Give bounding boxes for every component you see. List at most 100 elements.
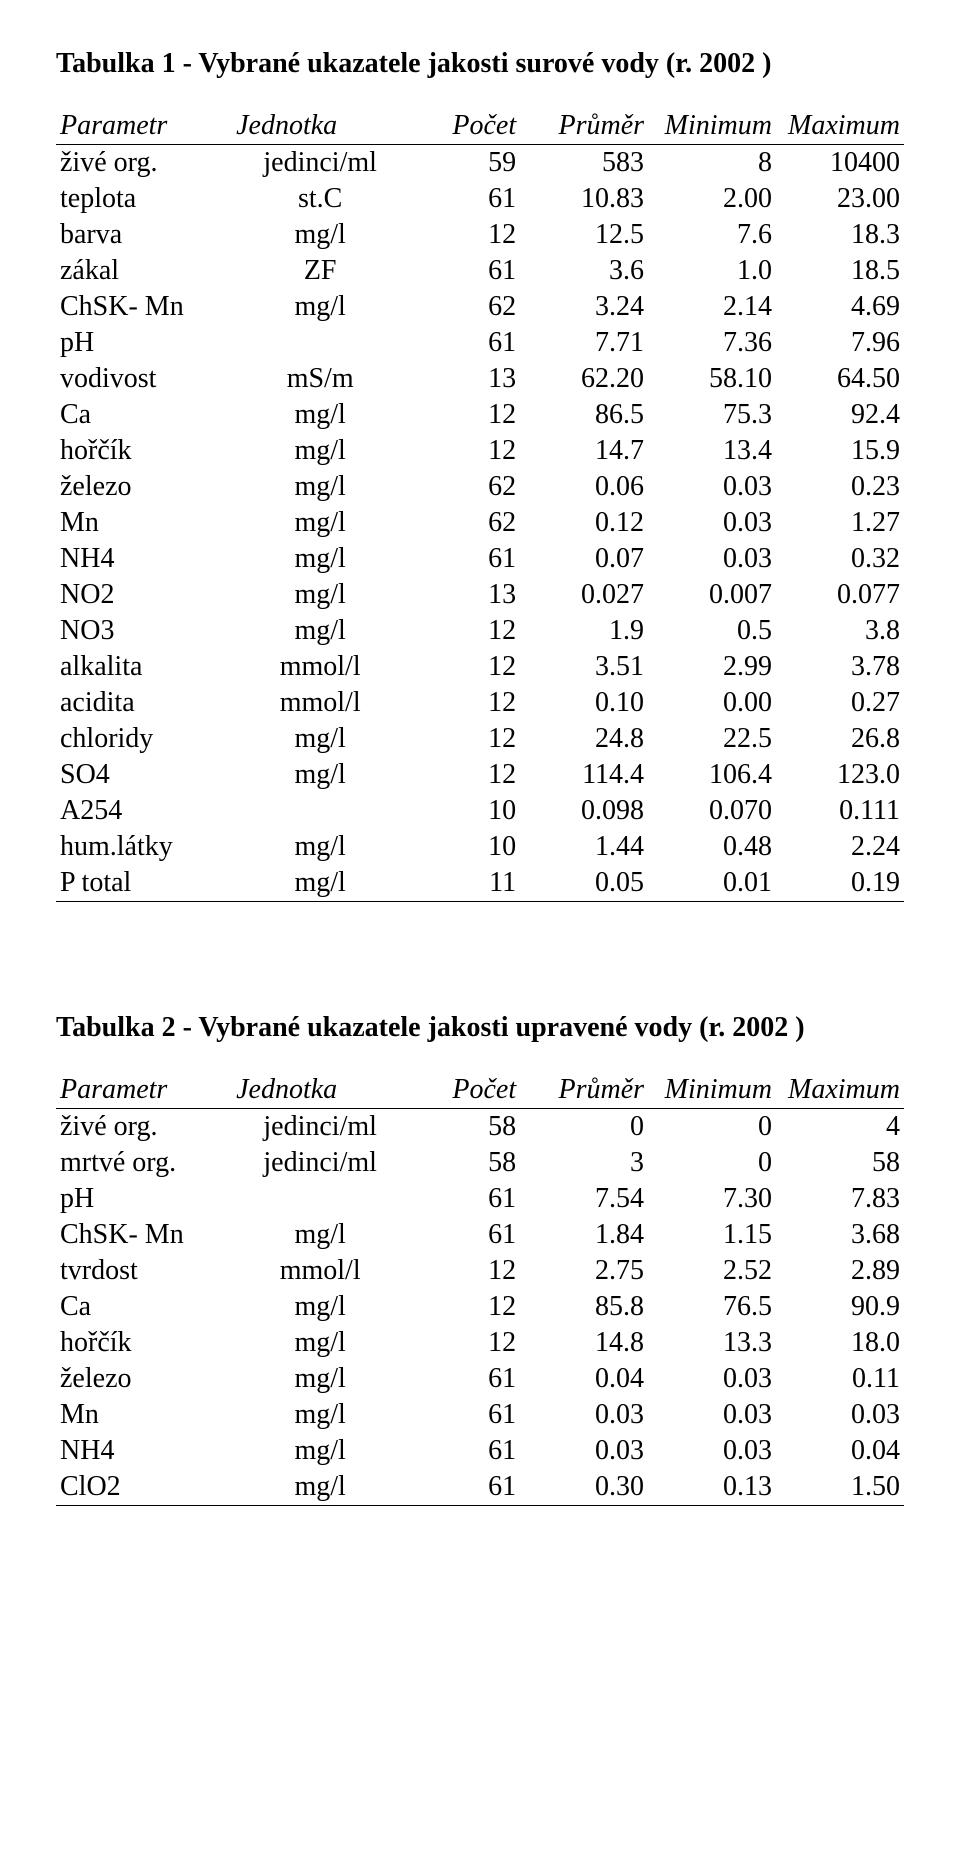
cell-count: 61 [408, 181, 520, 217]
cell-unit: mg/l [232, 829, 408, 865]
cell-mean: 7.71 [520, 325, 648, 361]
table-row: ClO2mg/l610.300.131.50 [56, 1469, 904, 1506]
cell-min: 0.070 [648, 793, 776, 829]
cell-max: 0.19 [776, 865, 904, 902]
cell-unit: mg/l [232, 289, 408, 325]
cell-mean: 0.10 [520, 685, 648, 721]
table1: Parametr Jednotka Počet Průměr Minimum M… [56, 108, 904, 902]
cell-count: 12 [408, 1325, 520, 1361]
cell-mean: 0.04 [520, 1361, 648, 1397]
cell-unit: jedinci/ml [232, 145, 408, 182]
col-pocet: Počet [408, 1072, 520, 1109]
cell-count: 61 [408, 1433, 520, 1469]
cell-unit: mg/l [232, 397, 408, 433]
cell-mean: 0.027 [520, 577, 648, 613]
cell-count: 12 [408, 1289, 520, 1325]
cell-unit [232, 793, 408, 829]
cell-max: 7.83 [776, 1181, 904, 1217]
table1-header-row: Parametr Jednotka Počet Průměr Minimum M… [56, 108, 904, 145]
cell-param: Mn [56, 505, 232, 541]
cell-max: 18.3 [776, 217, 904, 253]
cell-param: železo [56, 469, 232, 505]
cell-min: 13.3 [648, 1325, 776, 1361]
col-parametr: Parametr [56, 108, 232, 145]
cell-mean: 3.24 [520, 289, 648, 325]
cell-param: živé org. [56, 1109, 232, 1146]
cell-unit: mS/m [232, 361, 408, 397]
cell-unit: mg/l [232, 721, 408, 757]
table-row: barvamg/l1212.57.618.3 [56, 217, 904, 253]
cell-unit: mg/l [232, 865, 408, 902]
cell-unit: jedinci/ml [232, 1109, 408, 1146]
cell-min: 8 [648, 145, 776, 182]
cell-count: 59 [408, 145, 520, 182]
cell-min: 0.48 [648, 829, 776, 865]
cell-unit: mg/l [232, 1397, 408, 1433]
table-row: P totalmg/l110.050.010.19 [56, 865, 904, 902]
cell-min: 58.10 [648, 361, 776, 397]
table-row: alkalitammol/l123.512.993.78 [56, 649, 904, 685]
cell-param: NH4 [56, 541, 232, 577]
cell-unit: mmol/l [232, 685, 408, 721]
cell-count: 12 [408, 397, 520, 433]
table-row: NO2mg/l130.0270.0070.077 [56, 577, 904, 613]
cell-unit: mg/l [232, 217, 408, 253]
cell-min: 2.00 [648, 181, 776, 217]
col-minimum: Minimum [648, 1072, 776, 1109]
cell-unit: st.C [232, 181, 408, 217]
cell-max: 0.32 [776, 541, 904, 577]
cell-min: 0.03 [648, 1433, 776, 1469]
cell-param: ChSK- Mn [56, 1217, 232, 1253]
table-row: mrtvé org.jedinci/ml583058 [56, 1145, 904, 1181]
cell-param: hum.látky [56, 829, 232, 865]
cell-param: zákal [56, 253, 232, 289]
cell-mean: 85.8 [520, 1289, 648, 1325]
cell-param: pH [56, 325, 232, 361]
cell-mean: 12.5 [520, 217, 648, 253]
cell-unit [232, 1181, 408, 1217]
cell-unit: ZF [232, 253, 408, 289]
table-row: hořčíkmg/l1214.813.318.0 [56, 1325, 904, 1361]
cell-unit [232, 325, 408, 361]
cell-param: NO2 [56, 577, 232, 613]
table-row: živé org.jedinci/ml59583810400 [56, 145, 904, 182]
table-row: hum.látkymg/l101.440.482.24 [56, 829, 904, 865]
col-parametr: Parametr [56, 1072, 232, 1109]
cell-min: 1.0 [648, 253, 776, 289]
cell-mean: 0.098 [520, 793, 648, 829]
cell-count: 58 [408, 1109, 520, 1146]
cell-mean: 3.51 [520, 649, 648, 685]
cell-param: teplota [56, 181, 232, 217]
cell-unit: mg/l [232, 613, 408, 649]
cell-min: 75.3 [648, 397, 776, 433]
cell-param: acidita [56, 685, 232, 721]
cell-min: 2.52 [648, 1253, 776, 1289]
cell-max: 18.0 [776, 1325, 904, 1361]
cell-param: SO4 [56, 757, 232, 793]
cell-min: 76.5 [648, 1289, 776, 1325]
cell-min: 0 [648, 1145, 776, 1181]
cell-count: 12 [408, 433, 520, 469]
cell-max: 23.00 [776, 181, 904, 217]
cell-mean: 0.30 [520, 1469, 648, 1506]
cell-unit: mg/l [232, 433, 408, 469]
cell-max: 2.24 [776, 829, 904, 865]
table-row: železomg/l610.040.030.11 [56, 1361, 904, 1397]
cell-count: 10 [408, 829, 520, 865]
table-row: pH617.717.367.96 [56, 325, 904, 361]
cell-min: 13.4 [648, 433, 776, 469]
col-pocet: Počet [408, 108, 520, 145]
cell-mean: 1.9 [520, 613, 648, 649]
cell-count: 61 [408, 1397, 520, 1433]
cell-min: 2.14 [648, 289, 776, 325]
cell-param: Ca [56, 397, 232, 433]
cell-min: 0.13 [648, 1469, 776, 1506]
cell-unit: mmol/l [232, 1253, 408, 1289]
cell-max: 0.077 [776, 577, 904, 613]
cell-count: 61 [408, 1217, 520, 1253]
cell-mean: 3.6 [520, 253, 648, 289]
cell-min: 7.36 [648, 325, 776, 361]
cell-min: 0.5 [648, 613, 776, 649]
cell-count: 12 [408, 1253, 520, 1289]
cell-mean: 0 [520, 1109, 648, 1146]
